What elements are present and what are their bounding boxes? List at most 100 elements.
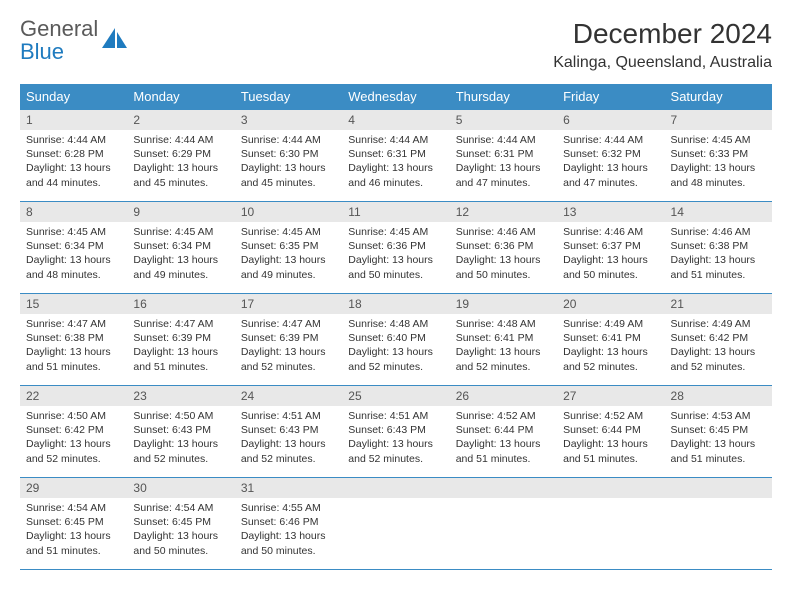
day-number: 22 (20, 386, 127, 406)
day-number: 15 (20, 294, 127, 314)
day-number: 25 (342, 386, 449, 406)
day-details: Sunrise: 4:46 AMSunset: 6:36 PMDaylight:… (450, 222, 557, 285)
day-details: Sunrise: 4:49 AMSunset: 6:42 PMDaylight:… (665, 314, 772, 377)
calendar-cell: 10Sunrise: 4:45 AMSunset: 6:35 PMDayligh… (235, 202, 342, 294)
day-details: Sunrise: 4:47 AMSunset: 6:38 PMDaylight:… (20, 314, 127, 377)
calendar-cell: 8Sunrise: 4:45 AMSunset: 6:34 PMDaylight… (20, 202, 127, 294)
calendar-cell: 7Sunrise: 4:45 AMSunset: 6:33 PMDaylight… (665, 110, 772, 202)
calendar-cell: 14Sunrise: 4:46 AMSunset: 6:38 PMDayligh… (665, 202, 772, 294)
day-details: Sunrise: 4:50 AMSunset: 6:43 PMDaylight:… (127, 406, 234, 469)
logo-word2: Blue (20, 39, 64, 64)
weekday-header: Monday (127, 84, 234, 110)
day-number: 12 (450, 202, 557, 222)
weekday-header: Tuesday (235, 84, 342, 110)
day-details: Sunrise: 4:48 AMSunset: 6:40 PMDaylight:… (342, 314, 449, 377)
day-details: Sunrise: 4:48 AMSunset: 6:41 PMDaylight:… (450, 314, 557, 377)
calendar-row: 1Sunrise: 4:44 AMSunset: 6:28 PMDaylight… (20, 110, 772, 202)
day-number: 26 (450, 386, 557, 406)
calendar-cell: 13Sunrise: 4:46 AMSunset: 6:37 PMDayligh… (557, 202, 664, 294)
day-number-empty (665, 478, 772, 498)
day-details: Sunrise: 4:46 AMSunset: 6:38 PMDaylight:… (665, 222, 772, 285)
day-details: Sunrise: 4:55 AMSunset: 6:46 PMDaylight:… (235, 498, 342, 561)
day-details: Sunrise: 4:44 AMSunset: 6:32 PMDaylight:… (557, 130, 664, 193)
day-number: 2 (127, 110, 234, 130)
day-details: Sunrise: 4:47 AMSunset: 6:39 PMDaylight:… (127, 314, 234, 377)
day-number: 24 (235, 386, 342, 406)
logo-word1: General (20, 16, 98, 41)
day-details: Sunrise: 4:45 AMSunset: 6:35 PMDaylight:… (235, 222, 342, 285)
calendar-cell: 29Sunrise: 4:54 AMSunset: 6:45 PMDayligh… (20, 478, 127, 570)
day-details: Sunrise: 4:45 AMSunset: 6:34 PMDaylight:… (127, 222, 234, 285)
calendar-cell: 6Sunrise: 4:44 AMSunset: 6:32 PMDaylight… (557, 110, 664, 202)
day-number: 16 (127, 294, 234, 314)
day-number: 29 (20, 478, 127, 498)
day-details: Sunrise: 4:45 AMSunset: 6:36 PMDaylight:… (342, 222, 449, 285)
calendar-cell: 16Sunrise: 4:47 AMSunset: 6:39 PMDayligh… (127, 294, 234, 386)
weekday-header: Sunday (20, 84, 127, 110)
day-details: Sunrise: 4:52 AMSunset: 6:44 PMDaylight:… (557, 406, 664, 469)
weekday-header: Saturday (665, 84, 772, 110)
day-number: 7 (665, 110, 772, 130)
calendar-cell: 22Sunrise: 4:50 AMSunset: 6:42 PMDayligh… (20, 386, 127, 478)
calendar-cell: 28Sunrise: 4:53 AMSunset: 6:45 PMDayligh… (665, 386, 772, 478)
day-number: 31 (235, 478, 342, 498)
calendar-cell (557, 478, 664, 570)
weekday-header: Friday (557, 84, 664, 110)
calendar-row: 15Sunrise: 4:47 AMSunset: 6:38 PMDayligh… (20, 294, 772, 386)
calendar-cell (342, 478, 449, 570)
day-details: Sunrise: 4:45 AMSunset: 6:34 PMDaylight:… (20, 222, 127, 285)
sail-icon (102, 28, 128, 55)
calendar-row: 8Sunrise: 4:45 AMSunset: 6:34 PMDaylight… (20, 202, 772, 294)
day-number: 11 (342, 202, 449, 222)
day-details: Sunrise: 4:54 AMSunset: 6:45 PMDaylight:… (20, 498, 127, 561)
day-number: 19 (450, 294, 557, 314)
weekday-header: Wednesday (342, 84, 449, 110)
calendar-cell: 2Sunrise: 4:44 AMSunset: 6:29 PMDaylight… (127, 110, 234, 202)
day-number: 1 (20, 110, 127, 130)
day-details: Sunrise: 4:44 AMSunset: 6:28 PMDaylight:… (20, 130, 127, 193)
day-number: 17 (235, 294, 342, 314)
day-details: Sunrise: 4:51 AMSunset: 6:43 PMDaylight:… (235, 406, 342, 469)
month-title: December 2024 (553, 18, 772, 50)
day-number: 18 (342, 294, 449, 314)
day-number: 30 (127, 478, 234, 498)
day-number: 3 (235, 110, 342, 130)
calendar-cell: 4Sunrise: 4:44 AMSunset: 6:31 PMDaylight… (342, 110, 449, 202)
weekday-header-row: SundayMondayTuesdayWednesdayThursdayFrid… (20, 84, 772, 110)
weekday-header: Thursday (450, 84, 557, 110)
day-number: 14 (665, 202, 772, 222)
day-details: Sunrise: 4:44 AMSunset: 6:29 PMDaylight:… (127, 130, 234, 193)
day-number: 6 (557, 110, 664, 130)
day-details: Sunrise: 4:46 AMSunset: 6:37 PMDaylight:… (557, 222, 664, 285)
calendar-row: 29Sunrise: 4:54 AMSunset: 6:45 PMDayligh… (20, 478, 772, 570)
logo: General Blue (20, 18, 128, 64)
calendar-cell: 3Sunrise: 4:44 AMSunset: 6:30 PMDaylight… (235, 110, 342, 202)
calendar-cell: 9Sunrise: 4:45 AMSunset: 6:34 PMDaylight… (127, 202, 234, 294)
day-details: Sunrise: 4:47 AMSunset: 6:39 PMDaylight:… (235, 314, 342, 377)
calendar-cell: 17Sunrise: 4:47 AMSunset: 6:39 PMDayligh… (235, 294, 342, 386)
calendar-cell: 26Sunrise: 4:52 AMSunset: 6:44 PMDayligh… (450, 386, 557, 478)
day-number-empty (450, 478, 557, 498)
calendar-cell: 11Sunrise: 4:45 AMSunset: 6:36 PMDayligh… (342, 202, 449, 294)
day-number: 20 (557, 294, 664, 314)
calendar-cell: 1Sunrise: 4:44 AMSunset: 6:28 PMDaylight… (20, 110, 127, 202)
day-number: 13 (557, 202, 664, 222)
day-details: Sunrise: 4:45 AMSunset: 6:33 PMDaylight:… (665, 130, 772, 193)
day-number: 28 (665, 386, 772, 406)
calendar-cell: 31Sunrise: 4:55 AMSunset: 6:46 PMDayligh… (235, 478, 342, 570)
calendar-cell: 23Sunrise: 4:50 AMSunset: 6:43 PMDayligh… (127, 386, 234, 478)
day-number: 27 (557, 386, 664, 406)
day-details: Sunrise: 4:44 AMSunset: 6:30 PMDaylight:… (235, 130, 342, 193)
location: Kalinga, Queensland, Australia (553, 54, 772, 72)
title-block: December 2024 Kalinga, Queensland, Austr… (553, 18, 772, 72)
calendar-cell: 30Sunrise: 4:54 AMSunset: 6:45 PMDayligh… (127, 478, 234, 570)
calendar-cell: 19Sunrise: 4:48 AMSunset: 6:41 PMDayligh… (450, 294, 557, 386)
day-details: Sunrise: 4:44 AMSunset: 6:31 PMDaylight:… (450, 130, 557, 193)
calendar-cell: 5Sunrise: 4:44 AMSunset: 6:31 PMDaylight… (450, 110, 557, 202)
calendar-cell: 15Sunrise: 4:47 AMSunset: 6:38 PMDayligh… (20, 294, 127, 386)
calendar-body: 1Sunrise: 4:44 AMSunset: 6:28 PMDaylight… (20, 110, 772, 570)
header: General Blue December 2024 Kalinga, Quee… (20, 18, 772, 72)
day-number: 5 (450, 110, 557, 130)
day-number: 21 (665, 294, 772, 314)
day-number: 10 (235, 202, 342, 222)
